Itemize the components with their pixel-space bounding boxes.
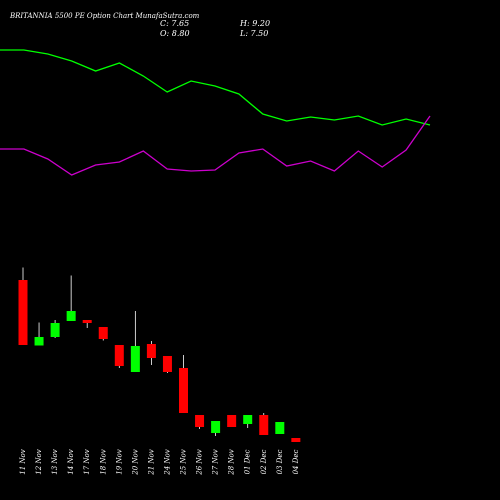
candle	[50, 320, 60, 338]
candle-body	[179, 368, 188, 413]
candle-body	[130, 346, 140, 372]
candle	[195, 415, 205, 429]
candle-body	[195, 415, 205, 427]
x-tick-label: 01 Dec	[244, 450, 252, 475]
candle	[18, 267, 28, 345]
candle	[114, 345, 124, 368]
x-tick-label: 28 Nov	[228, 449, 236, 475]
x-tick-label: 26 Nov	[196, 449, 204, 475]
x-tick-label: 14 Nov	[67, 449, 75, 474]
candle-body	[18, 280, 28, 345]
candle-body	[82, 320, 92, 323]
candle	[130, 311, 140, 372]
x-tick-label: 25 Nov	[180, 449, 188, 475]
candle-body	[50, 323, 60, 337]
candle-body	[259, 415, 269, 435]
candle	[146, 341, 156, 365]
candle	[162, 356, 172, 373]
x-tick-label: 11 Nov	[19, 449, 27, 474]
x-tick-label: 21 Nov	[147, 449, 155, 475]
close-value: C: 7.65	[160, 19, 190, 28]
candle-body	[211, 421, 221, 433]
candle-body	[227, 415, 237, 427]
candle	[34, 322, 44, 346]
candle	[259, 413, 269, 435]
x-tick-label: 13 Nov	[51, 449, 59, 474]
candle	[243, 415, 253, 428]
candle	[98, 327, 108, 341]
x-tick-label: 04 Dec	[292, 450, 300, 475]
x-tick-label: 19 Nov	[115, 449, 123, 474]
candle-body	[162, 356, 172, 372]
high-value: H: 9.20	[240, 19, 271, 28]
candle-body	[291, 438, 301, 442]
candles	[18, 267, 301, 442]
candle-body	[98, 327, 108, 339]
x-tick-label: 17 Nov	[83, 449, 91, 474]
x-tick-label: 18 Nov	[99, 449, 107, 474]
candle	[227, 415, 237, 427]
x-tick-label: 12 Nov	[35, 449, 43, 474]
x-axis-labels: 11 Nov 12 Nov 13 Nov 14 Nov 17 Nov 18 Nov 19 N…	[19, 449, 300, 475]
candle	[179, 355, 188, 413]
low-value: L: 7.50	[240, 29, 269, 38]
candle	[211, 421, 221, 436]
candle	[82, 320, 92, 328]
candle-body	[114, 345, 124, 366]
x-tick-label: 20 Nov	[131, 449, 139, 475]
green-indicator-line	[0, 49, 431, 126]
chart-title: BRITANNIA 5500 PE Option Chart MunafaSut…	[10, 12, 200, 20]
candle-body	[34, 337, 44, 346]
candle-body	[243, 415, 253, 424]
indicator-lines	[0, 49, 431, 176]
x-tick-label: 02 Dec	[260, 450, 268, 475]
x-tick-label: 03 Dec	[276, 450, 284, 475]
candle	[275, 422, 285, 434]
candle-body	[66, 311, 76, 321]
candle	[291, 438, 301, 442]
candle-body	[146, 344, 156, 358]
magenta-indicator-line	[0, 115, 431, 176]
candle-body	[275, 422, 285, 434]
x-tick-label: 24 Nov	[163, 449, 171, 475]
candle	[66, 275, 76, 321]
open-value: O: 8.80	[160, 29, 190, 38]
x-tick-label: 27 Nov	[212, 449, 220, 475]
